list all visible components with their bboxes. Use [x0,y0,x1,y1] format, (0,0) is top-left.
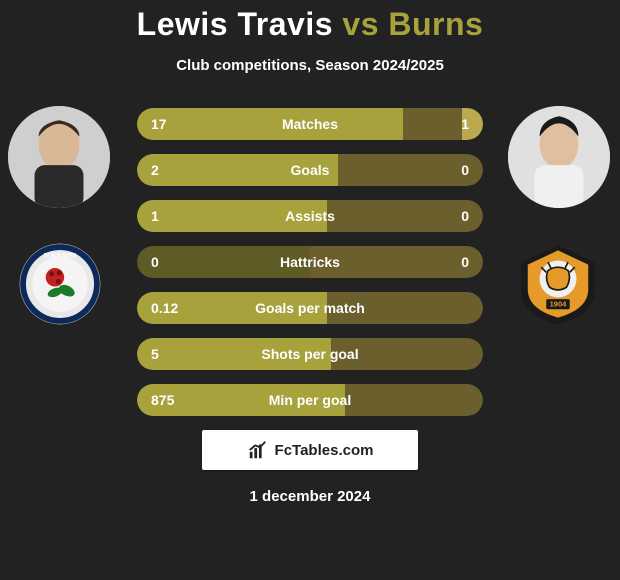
source-badge: FcTables.com [202,430,418,470]
chart-icon [247,439,269,461]
stat-label: Goals per match [137,300,483,316]
stat-row: 17Matches1 [137,108,483,140]
player1-avatar [8,106,110,208]
stat-row: 875Min per goal [137,384,483,416]
stat-row: 5Shots per goal [137,338,483,370]
stat-value-right: 0 [461,162,469,178]
stat-label: Min per goal [137,392,483,408]
date-text: 1 december 2024 [0,488,620,505]
stat-label: Goals [137,162,483,178]
stat-label: Hattricks [137,254,483,270]
vs-text: vs [342,6,379,42]
player2-name: Burns [388,6,483,42]
player1-club-crest: BLACKBURN [18,242,102,326]
svg-text:BLACKBURN: BLACKBURN [44,253,77,259]
stats-bars: 17Matches12Goals01Assists00Hattricks00.1… [137,108,483,416]
stat-value-right: 0 [461,254,469,270]
stat-row: 0.12Goals per match [137,292,483,324]
stat-label: Matches [137,116,483,132]
player1-name: Lewis Travis [137,6,333,42]
source-text: FcTables.com [275,442,374,459]
player2-club-crest: 1904 [516,242,600,326]
comparison-panel: BLACKBURN 1904 17Matches12Goals01Assists… [0,108,620,416]
stat-label: Shots per goal [137,346,483,362]
stat-row: 1Assists0 [137,200,483,232]
crest-year: 1904 [550,300,568,309]
stat-label: Assists [137,208,483,224]
stat-value-right: 1 [461,116,469,132]
stat-row: 0Hattricks0 [137,246,483,278]
player2-avatar [508,106,610,208]
subtitle: Club competitions, Season 2024/2025 [0,57,620,74]
page-title: Lewis Travis vs Burns [0,6,620,43]
stat-row: 2Goals0 [137,154,483,186]
stat-value-right: 0 [461,208,469,224]
